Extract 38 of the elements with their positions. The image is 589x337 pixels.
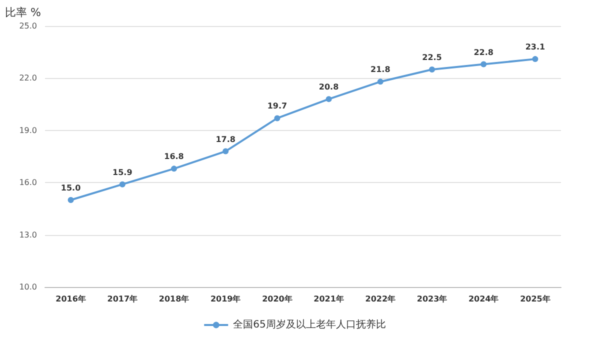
x-tick-label: 2016年	[56, 294, 86, 304]
y-tick-label: 22.0	[19, 74, 37, 83]
x-tick-label: 2022年	[365, 294, 396, 304]
x-tick-label: 2025年	[520, 294, 550, 304]
legend-label: 全国65周岁及以上老年人口抚养比	[233, 318, 386, 330]
x-tick-label: 2023年	[416, 294, 448, 304]
text: 22.5	[422, 53, 442, 62]
text: 21.8	[370, 65, 390, 74]
x-tick-label: 2020年	[262, 294, 292, 304]
point	[480, 61, 487, 68]
point	[222, 148, 229, 154]
text: 15.9	[112, 168, 132, 177]
x-tick-label: 2024年	[468, 294, 499, 304]
y-tick-label: 25.0	[19, 22, 37, 30]
y-tick-label: 19.0	[19, 126, 37, 135]
y-tick-label: 16.0	[19, 178, 37, 188]
point	[429, 66, 435, 72]
text: 17.8	[216, 134, 236, 144]
x-tick-label: 2021年	[314, 294, 344, 304]
point	[274, 115, 280, 122]
x-tick-label: 2019年	[210, 294, 241, 304]
y-tick-label: 10.0	[19, 282, 37, 292]
text: 16.8	[164, 152, 184, 162]
y-tick-label: 13.0	[19, 230, 37, 240]
point	[532, 56, 538, 62]
text: 15.0	[60, 184, 81, 192]
text: 23.1	[525, 42, 546, 52]
x-tick-label: 2018年	[158, 294, 190, 304]
point	[326, 96, 332, 102]
y-axis-title: 比率 %	[5, 6, 41, 19]
point	[119, 181, 126, 188]
x-tick-label: 2017年	[107, 294, 138, 304]
point	[377, 78, 384, 85]
text: 19.7	[267, 102, 288, 111]
point	[68, 197, 74, 203]
text: 20.8	[318, 82, 339, 92]
point	[171, 166, 177, 172]
text: 22.8	[474, 48, 494, 57]
